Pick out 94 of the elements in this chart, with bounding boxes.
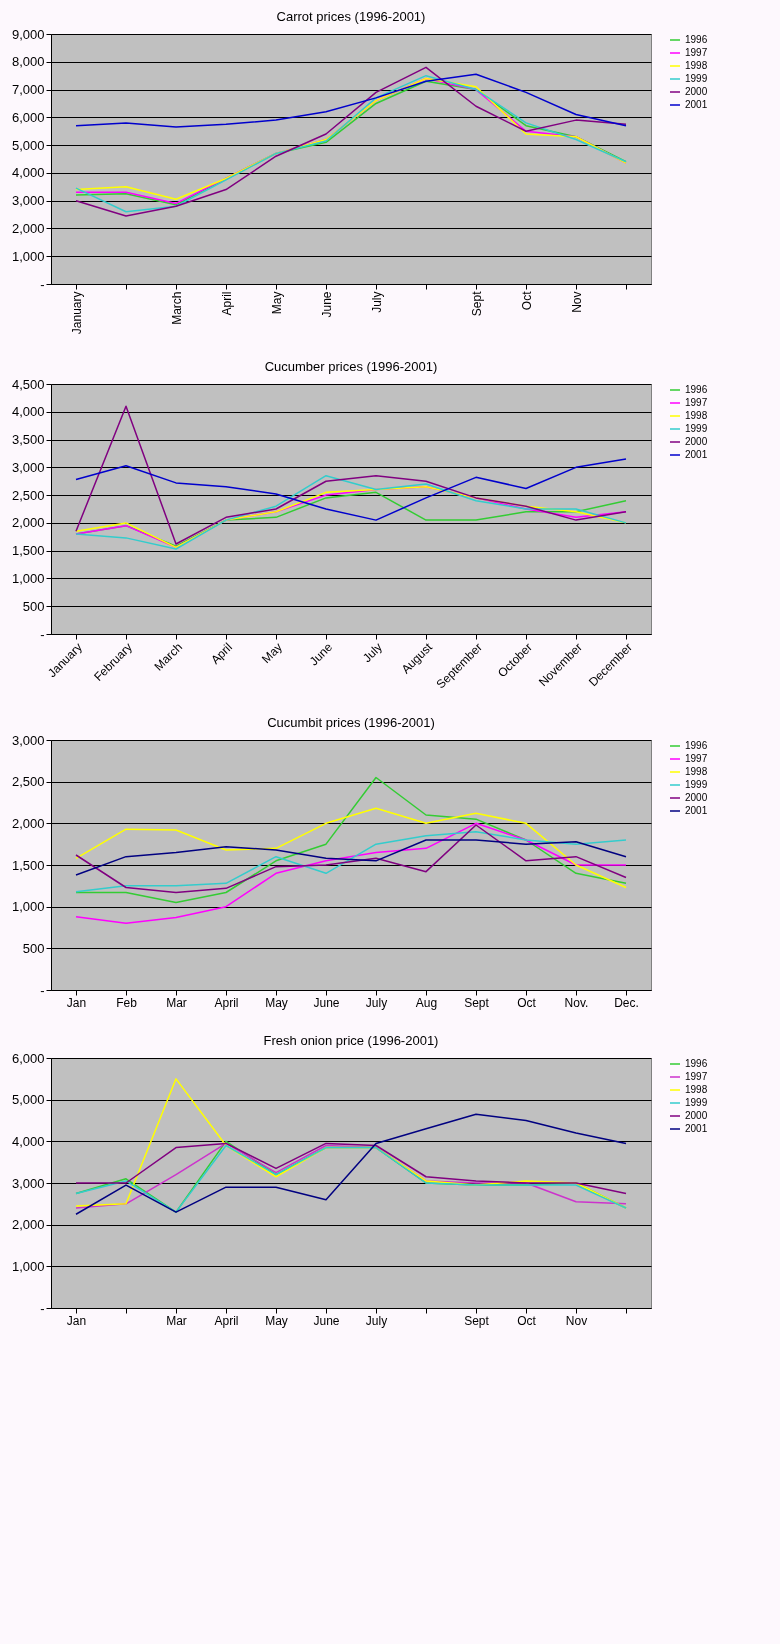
y-tick-label: 500 xyxy=(22,940,45,956)
x-tick-label: January xyxy=(69,291,84,335)
x-tick-label: May xyxy=(259,640,285,667)
y-tick-label: 3,500 xyxy=(11,432,45,448)
x-tick-label: Jan xyxy=(66,995,87,1010)
x-tick-label: Aug xyxy=(415,995,438,1010)
y-tick-label: 6,000 xyxy=(11,1050,45,1066)
legend-label: 1997 xyxy=(685,397,708,408)
x-tick-label: Sept xyxy=(464,995,490,1010)
x-tick-label: July xyxy=(365,995,388,1010)
y-tick-label: 5,000 xyxy=(11,137,45,153)
y-tick-label: 6,000 xyxy=(11,109,45,125)
y-tick-label: 1,000 xyxy=(11,899,45,915)
legend-label: 2001 xyxy=(685,99,708,110)
x-tick-label: Nov xyxy=(569,291,584,313)
x-tick-label: Mar xyxy=(166,995,187,1010)
legend-label: 1998 xyxy=(685,410,708,421)
y-tick-label: 2,500 xyxy=(11,487,45,503)
x-tick-label: April xyxy=(219,291,234,316)
x-tick-label: June xyxy=(313,995,340,1010)
legend-label: 2000 xyxy=(685,1110,708,1121)
legend-label: 1998 xyxy=(685,1084,708,1095)
y-tick-label: 500 xyxy=(22,598,45,614)
y-tick-label: 4,500 xyxy=(11,376,45,392)
x-tick-label: Oct xyxy=(517,1313,537,1328)
x-tick-label: Sept xyxy=(464,1313,490,1328)
legend-label: 1996 xyxy=(685,34,708,45)
legend-label: 1997 xyxy=(685,47,708,58)
y-tick-label: 2,500 xyxy=(11,774,45,790)
x-tick-label: May xyxy=(269,291,284,315)
y-tick-label: 4,000 xyxy=(11,165,45,181)
y-tick-label: 1,500 xyxy=(11,857,45,873)
y-tick-label: - xyxy=(40,276,45,292)
x-tick-label: Oct xyxy=(519,290,534,311)
legend-label: 2000 xyxy=(685,436,708,447)
y-tick-label: 7,000 xyxy=(11,82,45,98)
legend-label: 1999 xyxy=(685,1097,708,1108)
legend-label: 1996 xyxy=(685,384,708,395)
legend-label: 2000 xyxy=(685,792,708,803)
chart-title: Cucumbit prices (1996-2001) xyxy=(267,715,435,730)
y-tick-label: 3,000 xyxy=(11,1175,45,1191)
chart-title: Cucumber prices (1996-2001) xyxy=(264,359,438,374)
x-tick-label: July xyxy=(359,640,385,666)
legend-label: 1999 xyxy=(685,423,708,434)
chart-title: Fresh onion price (1996-2001) xyxy=(263,1033,439,1048)
legend-label: 1996 xyxy=(685,740,708,751)
y-tick-label: - xyxy=(40,626,45,642)
x-tick-label: June xyxy=(313,1313,340,1328)
x-tick-label: May xyxy=(265,1313,288,1328)
y-tick-label: 2,000 xyxy=(11,515,45,531)
y-tick-label: 2,000 xyxy=(11,220,45,236)
legend-label: 2001 xyxy=(685,1123,708,1134)
legend-label: 1999 xyxy=(685,73,708,84)
y-tick-label: 9,000 xyxy=(11,26,45,42)
x-tick-label: Nov xyxy=(565,1313,588,1328)
y-tick-label: 1,500 xyxy=(11,543,45,559)
y-tick-label: 1,000 xyxy=(11,570,45,586)
x-tick-label: Oct xyxy=(517,995,537,1010)
legend-label: 1997 xyxy=(685,1071,708,1082)
x-tick-label: March xyxy=(169,291,184,325)
y-tick-label: 3,000 xyxy=(11,732,45,748)
y-tick-label: 1,000 xyxy=(11,1258,45,1274)
x-tick-label: Jan xyxy=(66,1313,87,1328)
x-tick-label: Sept xyxy=(469,290,484,317)
legend-label: 1997 xyxy=(685,753,708,764)
legend-label: 2001 xyxy=(685,449,708,460)
legend-label: 1999 xyxy=(685,779,708,790)
y-tick-label: 1,000 xyxy=(11,248,45,264)
y-tick-label: 4,000 xyxy=(11,404,45,420)
legend-label: 1996 xyxy=(685,1058,708,1069)
x-tick-label: Mar xyxy=(166,1313,187,1328)
y-tick-label: 2,000 xyxy=(11,815,45,831)
y-tick-label: 3,000 xyxy=(11,459,45,475)
y-tick-label: 2,000 xyxy=(11,1217,45,1233)
y-tick-label: 8,000 xyxy=(11,54,45,70)
y-tick-label: - xyxy=(40,1300,45,1316)
legend-label: 1998 xyxy=(685,60,708,71)
y-tick-label: - xyxy=(40,982,45,998)
y-tick-label: 5,000 xyxy=(11,1092,45,1108)
x-tick-label: July xyxy=(369,291,384,313)
legend-label: 1998 xyxy=(685,766,708,777)
legend-label: 2000 xyxy=(685,86,708,97)
x-tick-label: April xyxy=(214,1313,239,1328)
y-tick-label: 3,000 xyxy=(11,193,45,209)
legend-label: 2001 xyxy=(685,805,708,816)
x-tick-label: Feb xyxy=(116,995,138,1010)
chart-title: Carrot prices (1996-2001) xyxy=(276,9,426,24)
x-tick-label: June xyxy=(319,291,334,318)
y-tick-label: 4,000 xyxy=(11,1133,45,1149)
x-tick-label: July xyxy=(365,1313,388,1328)
x-tick-label: Nov. xyxy=(564,995,589,1010)
x-tick-label: May xyxy=(265,995,288,1010)
x-tick-label: Dec. xyxy=(614,995,639,1010)
x-tick-label: April xyxy=(214,995,239,1010)
